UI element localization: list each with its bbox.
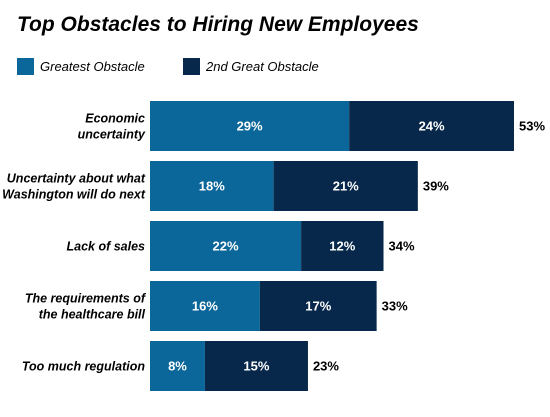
bar-total-label: 39% <box>423 179 449 194</box>
bar-value-label: 12% <box>329 239 355 254</box>
chart-legend: Greatest Obstacle 2nd Great Obstacle <box>17 58 319 75</box>
legend-swatch <box>17 58 34 75</box>
bar-segment <box>150 281 260 331</box>
bar-value-label: 22% <box>213 239 239 254</box>
category-label: Economic uncertainty <box>78 112 146 142</box>
legend-swatch <box>183 58 200 75</box>
bar-value-label: 15% <box>243 359 269 374</box>
bar-segment <box>273 161 418 211</box>
bar-total-label: 53% <box>519 119 545 134</box>
bar-segment <box>150 161 274 211</box>
bar-value-label: 17% <box>305 299 331 314</box>
bar-total-label: 33% <box>382 299 408 314</box>
bar-value-label: 24% <box>419 119 445 134</box>
bar-segment <box>301 221 384 271</box>
category-label: Too much regulation <box>22 360 146 374</box>
bar-total-label: 23% <box>313 359 339 374</box>
category-label: The requirements of the healthcare bill <box>25 292 147 322</box>
category-label: Lack of sales <box>66 240 145 254</box>
bar-total-label: 34% <box>389 239 415 254</box>
bar-segment <box>150 221 302 271</box>
bar-segment <box>349 101 514 151</box>
legend-label: Greatest Obstacle <box>40 59 145 74</box>
legend-label: 2nd Great Obstacle <box>205 59 319 74</box>
bar-segment <box>150 101 350 151</box>
bars-group: Economic uncertainty 29% 24% 53% Uncertainty … <box>2 101 545 391</box>
chart-title: Top Obstacles to Hiring New Employees <box>17 13 419 36</box>
bar-segment <box>259 281 377 331</box>
bar-value-label: 21% <box>333 179 359 194</box>
category-label: Uncertainty about what Washington will do… <box>2 172 146 202</box>
bar-value-label: 18% <box>199 179 225 194</box>
bar-segment <box>204 341 308 391</box>
bar-value-label: 16% <box>192 299 218 314</box>
bar-segment <box>150 341 205 391</box>
bar-value-label: 29% <box>237 119 263 134</box>
bar-value-label: 8% <box>168 359 187 374</box>
